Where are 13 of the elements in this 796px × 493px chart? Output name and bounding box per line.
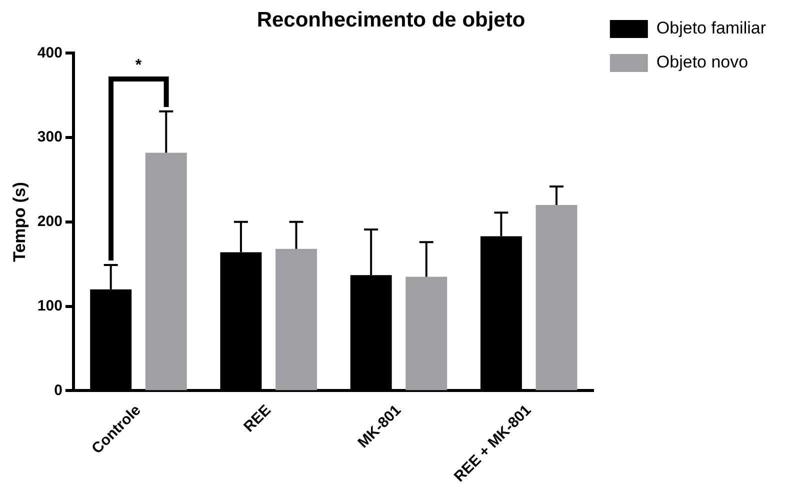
bar [536, 205, 578, 390]
y-tick-label: 0 [54, 382, 62, 399]
annotation: * [135, 56, 142, 74]
y-tick-label: 200 [37, 213, 62, 230]
y-axis-title: Tempo (s) [10, 182, 29, 262]
y-tick-label: 400 [37, 44, 62, 62]
bar [276, 248, 317, 390]
y-tick-label: 300 [37, 128, 62, 146]
y-tick-label: 100 [37, 297, 62, 314]
legend-label: Objeto novo [656, 52, 748, 72]
legend-label: Objeto familiar [656, 18, 766, 38]
bar [406, 276, 448, 390]
chart-title: Reconhecimento de objeto [256, 8, 526, 32]
